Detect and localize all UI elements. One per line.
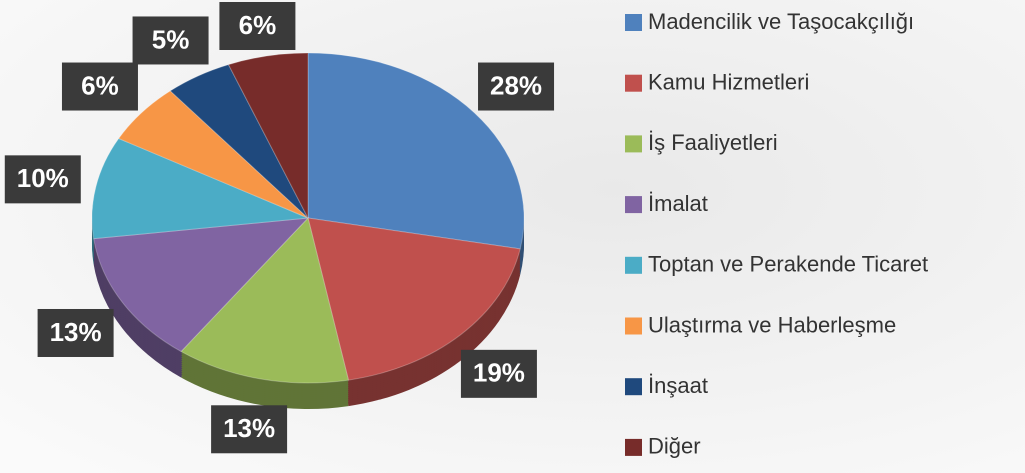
data-label-box: [219, 2, 296, 50]
pie-slice: [307, 52, 525, 250]
data-label-box: [4, 155, 81, 204]
legend-label: İmalat: [648, 191, 708, 216]
data-label: 5%: [152, 24, 190, 54]
legend-label: İş Faaliyetleri: [648, 130, 778, 155]
data-label: 10%: [17, 163, 69, 193]
pie-slice: [91, 137, 309, 240]
legend-swatch: [625, 14, 642, 31]
pie-slice: [169, 63, 309, 219]
data-label: 6%: [239, 10, 277, 40]
legend-swatch: [625, 438, 642, 456]
legend-label: Toptan ve Perakende Ticaret: [648, 252, 928, 277]
data-label: 6%: [81, 70, 119, 100]
legend: Madencilik ve Taşocakçılığı Kamu Hizmetle…: [625, 9, 928, 459]
legend-label: Madencilik ve Taşocakçılığı: [648, 9, 914, 34]
pie-slice: [117, 90, 309, 219]
legend-swatch: [625, 135, 642, 153]
legend-swatch: [625, 196, 642, 214]
data-label: 13%: [50, 317, 102, 347]
data-label-box: [460, 349, 537, 398]
pie-slice: [93, 217, 310, 353]
pie-slice: [227, 52, 309, 219]
data-label-box: [37, 308, 114, 357]
legend-swatch: [625, 378, 642, 396]
data-label: 19%: [473, 358, 525, 388]
pie: [91, 52, 525, 384]
data-labels: 28% 19% 13% 13% 10% 6% 5% 6%: [4, 2, 555, 454]
data-label-box: [478, 62, 555, 111]
data-label: 13%: [223, 413, 275, 443]
legend-label: Ulaştırma ve Haberleşme: [648, 312, 896, 337]
data-label-box: [211, 405, 288, 454]
legend-swatch: [625, 74, 642, 92]
legend-label: İnşaat: [648, 373, 708, 398]
pie-slice: [307, 217, 521, 381]
data-label-box: [61, 62, 138, 111]
legend-label: Diğer: [648, 434, 701, 459]
pie-slice: [180, 216, 350, 384]
legend-label: Kamu Hizmetleri: [648, 70, 809, 95]
legend-swatch: [625, 256, 642, 274]
data-label-box: [132, 16, 209, 65]
legend-swatch: [625, 317, 642, 335]
data-label: 28%: [490, 70, 542, 100]
